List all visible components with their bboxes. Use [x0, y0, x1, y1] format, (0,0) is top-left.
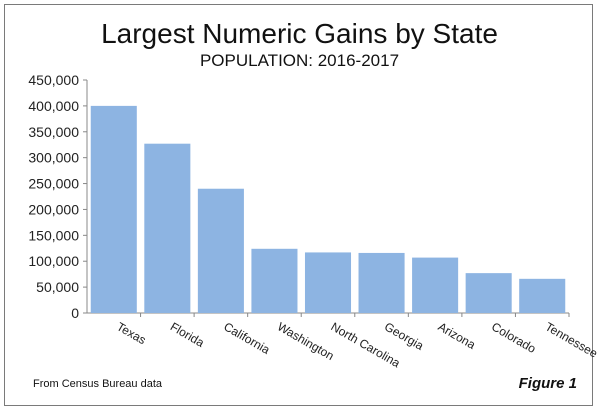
y-tick-label: 450,000 — [28, 72, 79, 88]
y-tick-label: 0 — [71, 305, 79, 321]
x-tick-label: Colorado — [489, 319, 538, 356]
y-tick-label: 350,000 — [28, 124, 79, 140]
x-tick-label: Arizona — [436, 319, 479, 352]
x-tick-label: Washington — [275, 319, 337, 363]
bar — [251, 248, 298, 313]
bar — [465, 273, 512, 313]
bar — [358, 252, 405, 313]
chart-title: Largest Numeric Gains by State — [101, 18, 498, 49]
bar — [197, 188, 244, 313]
x-tick-label: Georgia — [382, 319, 426, 353]
y-tick-label: 50,000 — [36, 279, 79, 295]
y-tick-label: 250,000 — [28, 176, 79, 192]
y-tick-label: 200,000 — [28, 201, 79, 217]
bar — [412, 257, 459, 313]
bar — [144, 143, 191, 313]
x-tick-label: Florida — [168, 319, 207, 350]
y-tick-label: 300,000 — [28, 150, 79, 166]
figure-label: Figure 1 — [518, 375, 577, 392]
y-tick-label: 400,000 — [28, 98, 79, 114]
source-note: From Census Bureau data — [33, 378, 163, 390]
x-tick-label: Tennessee — [543, 319, 599, 360]
chart-subtitle: POPULATION: 2016-2017 — [199, 51, 400, 70]
bar — [304, 252, 352, 313]
bar — [519, 278, 566, 313]
x-tick-label: Texas — [114, 319, 148, 347]
y-tick-label: 100,000 — [28, 253, 79, 269]
x-tick-label: California — [221, 319, 272, 357]
bar — [90, 105, 137, 313]
y-tick-label: 150,000 — [28, 227, 79, 243]
